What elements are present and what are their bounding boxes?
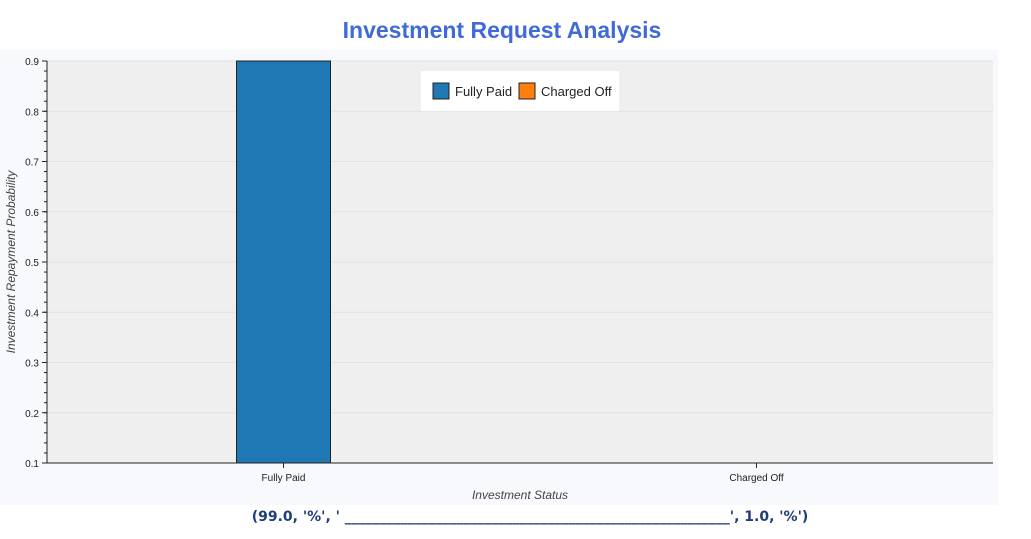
y-tick-label: 0.2: [25, 409, 39, 420]
bar-fully-paid: [236, 60, 331, 464]
y-tick-label: 0.6: [25, 208, 39, 219]
legend-swatch-charged-off: [518, 82, 536, 100]
y-tick-label: 0.1: [25, 459, 39, 470]
gridlines: [47, 60, 993, 464]
chart-title: Investment Request Analysis: [343, 17, 662, 43]
legend-label-fully-paid: Fully Paid: [455, 84, 512, 99]
x-axis-label: Investment Status: [472, 488, 568, 502]
y-tick-label: 0.4: [25, 308, 39, 319]
bars: [236, 60, 331, 464]
y-tick-label: 0.7: [25, 158, 39, 169]
y-tick-label: 0.3: [25, 359, 39, 370]
legend: Fully Paid Charged Off: [421, 71, 619, 111]
x-tick-label: Charged Off: [729, 473, 784, 484]
caption-text: (99.0, '%', ' __________________________…: [251, 509, 809, 525]
axes: 0.1 0.2 0.3 0.4 0.5 0.6 0.7 0.8 0.9 Fully Paid Cha…: [25, 57, 993, 484]
y-axis-label: Investment Repayment Probability: [4, 170, 18, 354]
legend-label-charged-off: Charged Off: [541, 84, 612, 99]
y-tick-label: 0.9: [25, 57, 39, 68]
y-tick-label: 0.5: [25, 258, 39, 269]
legend-swatch-fully-paid: [432, 82, 450, 100]
y-tick-label: 0.8: [25, 107, 39, 118]
x-tick-label: Fully Paid: [262, 473, 306, 484]
